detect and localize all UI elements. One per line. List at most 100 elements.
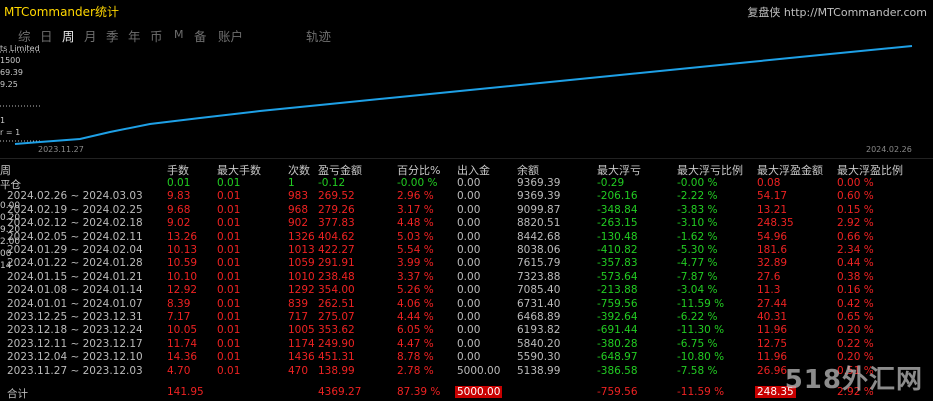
cell-lots: 13.26	[167, 230, 198, 243]
cell-lots: 10.10	[167, 270, 198, 283]
header-max-float-loss-pct: 最大浮亏比例	[677, 164, 743, 177]
cell-lots: 9.02	[167, 217, 191, 230]
table-row[interactable]: 2024.02.12 ~ 2024.02.18 9.02 0.01 902 377.83…	[0, 217, 933, 229]
cell-max-float-profit-pct: 2.92 %	[837, 217, 874, 230]
cell-max-float-profit: 248.35	[757, 217, 794, 230]
cell-count: 1292	[288, 284, 315, 297]
cell-max-float-profit: 26.96	[757, 364, 788, 377]
cell-balance: 6731.40	[517, 297, 561, 310]
table-row[interactable]: 2024.01.22 ~ 2024.01.28 10.59 0.01 1059 291.…	[0, 257, 933, 269]
cell-max-float-loss: -206.16	[597, 190, 638, 203]
cell-max-lots: 0.01	[217, 257, 241, 270]
cell-inout: 0.00	[457, 177, 481, 189]
cell-balance: 5590.30	[517, 351, 561, 364]
cell-max-float-profit: 32.89	[757, 257, 788, 270]
tab-year[interactable]: 年	[128, 29, 141, 44]
tab-account[interactable]: 账户	[218, 29, 244, 44]
cell-pnl: 422.27	[318, 244, 355, 256]
cell-max-float-profit: 27.6	[757, 270, 781, 283]
cell-pnl: 138.99	[318, 364, 355, 377]
watermark-logo: 518外汇网	[784, 365, 923, 395]
tab-week[interactable]: 周	[62, 29, 75, 44]
table-row[interactable]: 2024.02.05 ~ 2024.02.11 13.26 0.01 1326 404.…	[0, 231, 933, 243]
cell-count: 470	[288, 364, 309, 377]
cell-period: 2024.01.29 ~ 2024.02.04	[7, 244, 143, 256]
cell-pnl: 353.62	[318, 324, 355, 337]
table-row[interactable]: 2024.02.19 ~ 2024.02.25 9.68 0.01 968 279.26…	[0, 204, 933, 216]
cell-max-lots: 0.01	[217, 177, 241, 189]
divider	[0, 158, 933, 159]
cell-inout: 0.00	[457, 230, 481, 243]
cell-max-float-loss-pct: -11.30 %	[677, 324, 725, 337]
cell-balance: 9369.39	[517, 190, 561, 203]
table-row[interactable]: 2023.12.25 ~ 2023.12.31 7.17 0.01 717 275.07…	[0, 311, 933, 323]
cell-max-float-loss-pct: -6.75 %	[677, 337, 718, 350]
tab-day[interactable]: 日	[40, 29, 53, 44]
cell-max-float-profit: 27.44	[757, 297, 788, 310]
left-label: r = 1	[0, 128, 21, 137]
cell-max-float-loss: -130.48	[597, 230, 638, 243]
brand-link[interactable]: 复盘侠 http://MTCommander.com	[747, 6, 927, 19]
cell-period: 2024.02.12 ~ 2024.02.18	[7, 217, 143, 230]
cell-max-float-loss-pct: -7.87 %	[677, 270, 718, 283]
cell-balance: 9369.39	[517, 177, 561, 189]
cell-count: 983	[288, 190, 309, 203]
table-row[interactable]: 2024.01.29 ~ 2024.02.04 10.13 0.01 1013 422.…	[0, 244, 933, 256]
cell-lots: 7.17	[167, 311, 191, 323]
header-inout: 出入金	[457, 164, 490, 177]
tab-m[interactable]: M	[174, 28, 184, 41]
cell-count: 1013	[288, 244, 315, 256]
left-label: 1500	[0, 56, 21, 65]
cell-lots: 9.83	[167, 190, 191, 203]
table-row[interactable]: 0.01 0.01 1 -0.12 -0.00 % 0.00 9369.39 -0.29 -0.…	[0, 177, 933, 189]
cell-max-float-loss-pct: -3.10 %	[677, 217, 718, 230]
cell-pct: 2.96 %	[397, 190, 434, 203]
cell-max-lots: 0.01	[217, 230, 241, 243]
cell-max-float-profit-pct: 0.44 %	[837, 257, 874, 270]
tab-month[interactable]: 月	[84, 29, 97, 44]
table-row[interactable]: 2023.12.04 ~ 2023.12.10 14.36 0.01 1436 451.…	[0, 351, 933, 363]
cell-max-float-profit: 54.17	[757, 190, 788, 203]
tab-quarter[interactable]: 季	[106, 29, 119, 44]
left-label: 9.20	[0, 225, 21, 235]
header-pnl: 盈亏金额	[318, 164, 362, 177]
table-row[interactable]: 2023.12.11 ~ 2023.12.17 11.74 0.01 1174 249.…	[0, 338, 933, 350]
cell-pnl: 377.83	[318, 217, 355, 230]
cell-balance: 7085.40	[517, 284, 561, 297]
cell-inout: 0.00	[457, 217, 481, 230]
left-label: 平仓	[0, 179, 21, 191]
totals-label: 合计	[7, 388, 28, 400]
table-row[interactable]: 2024.01.15 ~ 2024.01.21 10.10 0.01 1010 238.…	[0, 271, 933, 283]
cell-pnl: 291.91	[318, 257, 355, 270]
cell-max-float-profit: 11.3	[757, 284, 781, 297]
cell-balance: 6468.89	[517, 311, 561, 323]
table-row[interactable]: 2024.02.26 ~ 2024.03.03 9.83 0.01 983 269.52…	[0, 190, 933, 202]
cell-period: 2023.12.11 ~ 2023.12.17	[7, 337, 143, 350]
tab-summary[interactable]: 综	[18, 29, 31, 44]
table-row[interactable]: 2023.12.18 ~ 2023.12.24 10.05 0.01 1005 353.…	[0, 324, 933, 336]
table-row[interactable]: 2024.01.08 ~ 2024.01.14 12.92 0.01 1292 354.…	[0, 284, 933, 296]
cell-inout: 0.00	[457, 311, 481, 323]
tab-note[interactable]: 备	[194, 29, 207, 44]
cell-count: 1010	[288, 270, 315, 283]
cell-max-float-loss-pct: -10.80 %	[677, 351, 725, 364]
cell-max-float-loss: -648.97	[597, 351, 638, 364]
cell-max-float-loss: -392.64	[597, 311, 638, 323]
table-row[interactable]: 2024.01.01 ~ 2024.01.07 8.39 0.01 839 262.51…	[0, 298, 933, 310]
cell-pnl: -0.12	[318, 177, 346, 189]
cell-max-lots: 0.01	[217, 190, 241, 203]
cell-count: 839	[288, 297, 309, 310]
tab-currency[interactable]: 币	[150, 29, 163, 44]
totals-max-float-loss-pct: -11.59 %	[677, 386, 725, 398]
equity-line	[14, 45, 913, 145]
tab-trajectory[interactable]: 轨迹	[306, 29, 332, 44]
cell-max-float-loss-pct: -0.00 %	[677, 177, 718, 189]
cell-pnl: 404.62	[318, 230, 355, 243]
cell-pnl: 238.48	[318, 270, 355, 283]
cell-max-lots: 0.01	[217, 351, 241, 364]
left-label: 69.39	[0, 68, 23, 77]
table-row[interactable]: 2023.11.27 ~ 2023.12.03 4.70 0.01 470 138.99…	[0, 365, 933, 377]
cell-pct: 4.48 %	[397, 217, 434, 230]
cell-max-float-loss: -380.28	[597, 337, 638, 350]
cell-lots: 11.74	[167, 337, 198, 350]
